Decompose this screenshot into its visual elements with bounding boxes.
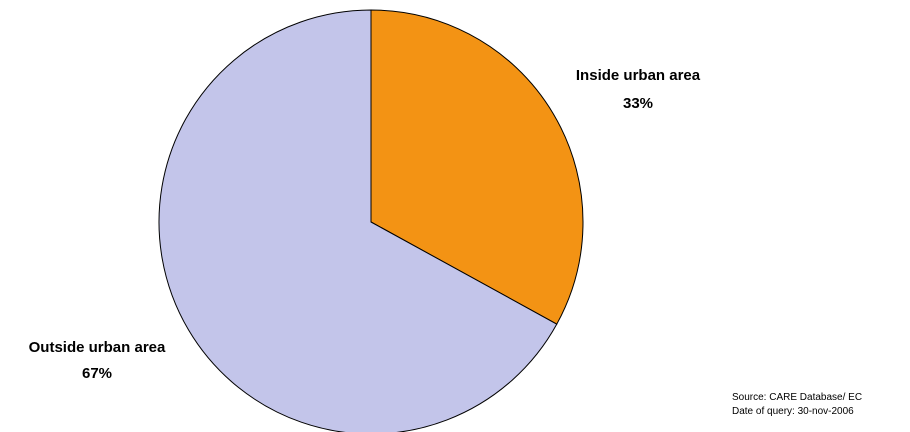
slice-label-name: Inside urban area — [576, 67, 701, 84]
query-date-text: Date of query: 30-nov-2006 — [732, 406, 854, 417]
slice-label-name: Outside urban area — [29, 339, 166, 356]
pie-labels: Inside urban area 33% Outside urban area 67… — [29, 67, 701, 382]
source-note: Source: CARE Database/ EC Date of query:… — [732, 391, 862, 419]
pie-slice-inside-urban-area — [370, 9, 584, 325]
source-text: Source: CARE Database/ EC — [732, 392, 863, 403]
slice-label-value: 67% — [82, 365, 112, 382]
slice-label-value: 33% — [623, 95, 653, 112]
pie-slice-outside-urban-area — [158, 9, 558, 432]
pie-slices — [158, 9, 584, 432]
